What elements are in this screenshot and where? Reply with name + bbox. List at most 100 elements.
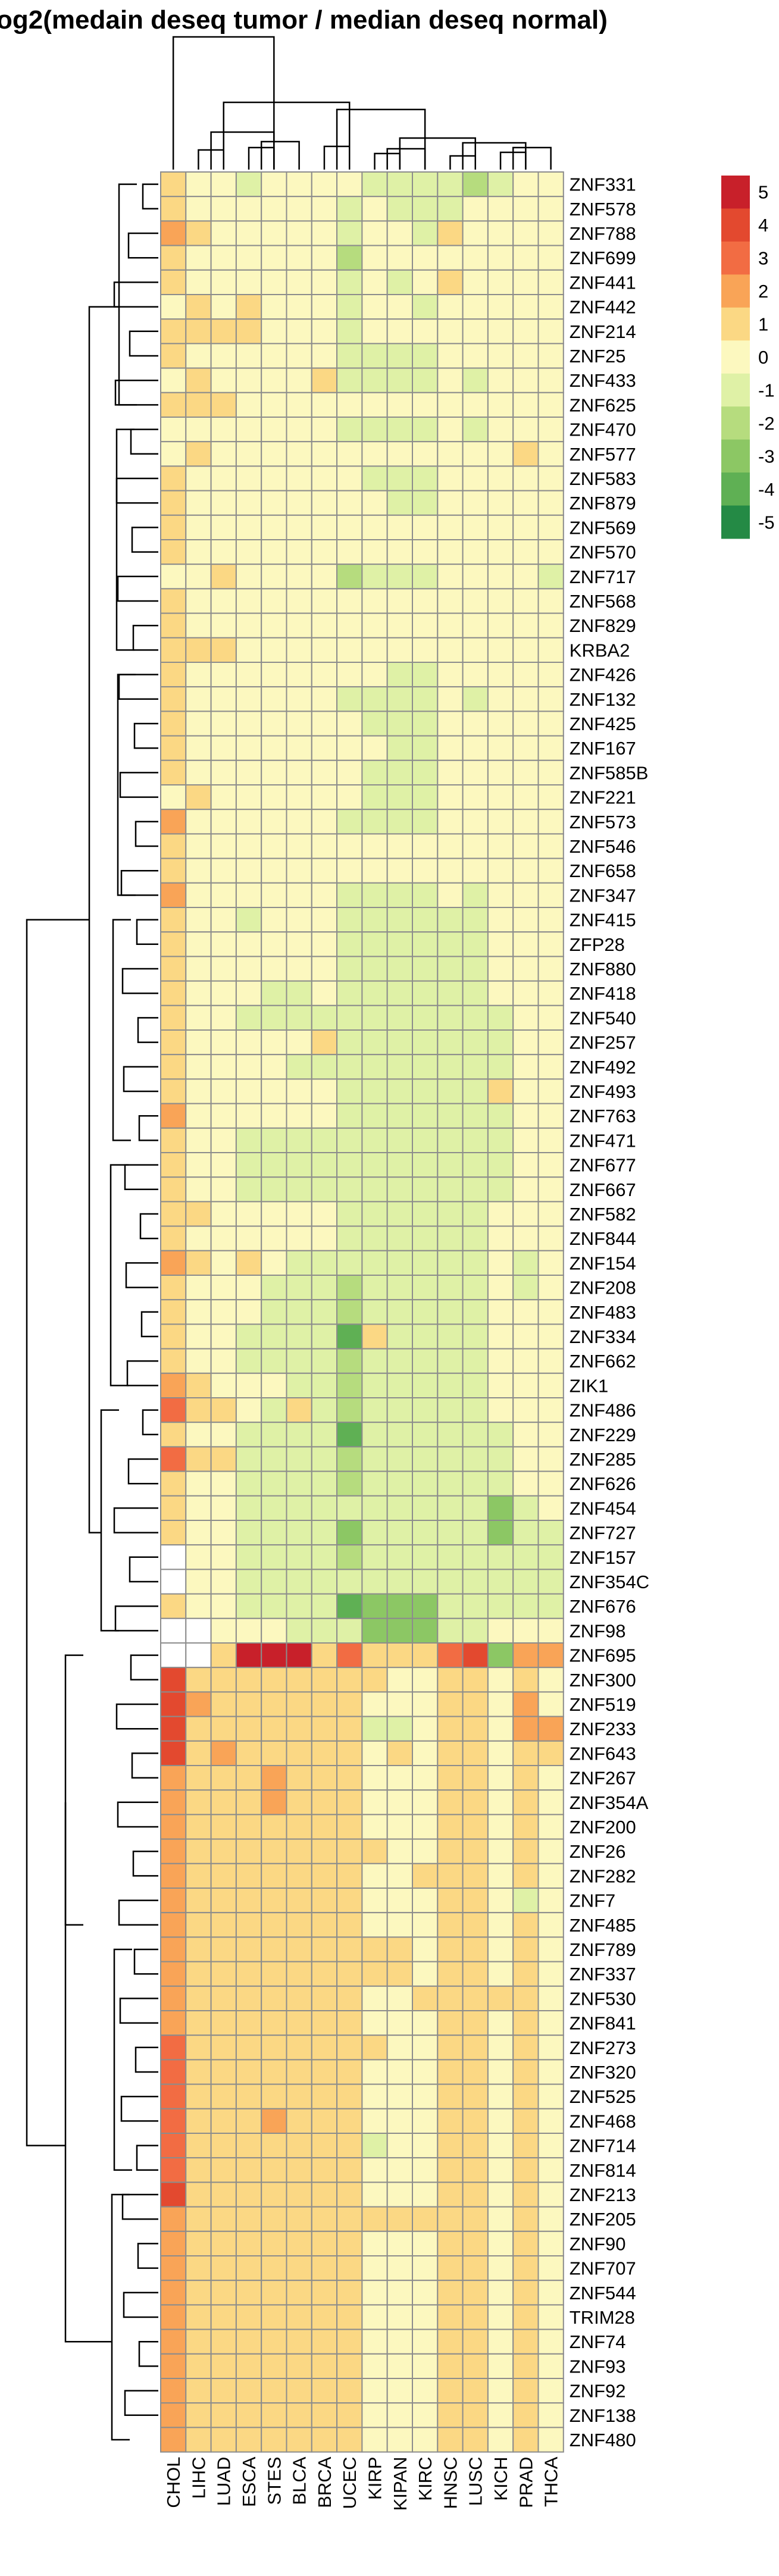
heatmap-cell bbox=[487, 662, 514, 688]
heatmap-cell bbox=[185, 490, 212, 516]
heatmap-cell bbox=[160, 318, 187, 345]
heatmap-cell bbox=[286, 2427, 312, 2453]
heatmap-cell bbox=[261, 2402, 287, 2428]
heatmap-cell bbox=[386, 2280, 414, 2306]
heatmap-cell bbox=[286, 2133, 312, 2159]
heatmap-cell bbox=[185, 637, 212, 663]
heatmap-cell bbox=[412, 318, 439, 345]
row-label: ZNF814 bbox=[570, 2160, 636, 2181]
heatmap-cell bbox=[512, 1593, 539, 1619]
dendrogram-branch bbox=[124, 1164, 158, 1191]
heatmap-cell bbox=[512, 1201, 539, 1227]
heatmap-cell bbox=[412, 2328, 439, 2355]
heatmap-cell bbox=[537, 2181, 564, 2208]
heatmap-cell bbox=[437, 2059, 464, 2085]
heatmap-cell bbox=[512, 1544, 539, 1570]
heatmap-cell bbox=[487, 980, 514, 1006]
heatmap-cell bbox=[487, 490, 514, 516]
heatmap-cell bbox=[336, 1078, 363, 1104]
heatmap-cell bbox=[160, 2010, 187, 2036]
heatmap-cell bbox=[336, 514, 363, 540]
heatmap-cell bbox=[437, 318, 464, 345]
heatmap-cell bbox=[185, 809, 212, 835]
heatmap-cell bbox=[537, 1888, 564, 1914]
heatmap-cell bbox=[537, 1961, 564, 1987]
heatmap-cell bbox=[311, 2206, 338, 2232]
heatmap-cell bbox=[386, 1912, 414, 1938]
heatmap-cell bbox=[537, 735, 564, 761]
heatmap-cell bbox=[386, 2157, 414, 2183]
heatmap-cell bbox=[286, 1225, 312, 1251]
heatmap-cell bbox=[437, 1985, 464, 2012]
heatmap-cell bbox=[311, 1888, 338, 1914]
heatmap-cell bbox=[286, 784, 312, 810]
heatmap-cell bbox=[210, 1544, 237, 1570]
heatmap-cell bbox=[286, 417, 312, 443]
heatmap-cell bbox=[261, 980, 287, 1006]
heatmap-cell bbox=[235, 1275, 262, 1301]
heatmap-cell bbox=[537, 367, 564, 393]
heatmap-cell bbox=[512, 294, 539, 320]
heatmap-cell bbox=[386, 1127, 414, 1154]
heatmap-cell bbox=[361, 588, 388, 614]
heatmap-cell bbox=[412, 1985, 439, 2012]
heatmap-cell bbox=[286, 833, 312, 859]
heatmap-cell bbox=[361, 1961, 388, 1987]
heatmap-cell bbox=[412, 343, 439, 369]
heatmap-cell bbox=[512, 514, 539, 540]
heatmap-cell bbox=[235, 539, 262, 565]
heatmap-cell bbox=[286, 980, 312, 1006]
heatmap-cell bbox=[512, 196, 539, 222]
heatmap-cell bbox=[336, 1054, 363, 1080]
heatmap-cell bbox=[210, 417, 237, 443]
heatmap-cell bbox=[311, 1667, 338, 1693]
heatmap-cell bbox=[361, 931, 388, 957]
heatmap-cell bbox=[537, 2206, 564, 2232]
heatmap-cell bbox=[210, 1936, 237, 1962]
heatmap-cell bbox=[412, 1470, 439, 1497]
row-label: ZNF470 bbox=[570, 420, 636, 440]
heatmap-cell bbox=[537, 1740, 564, 1767]
heatmap-cell bbox=[286, 2083, 312, 2109]
heatmap-cell bbox=[462, 784, 489, 810]
dendrogram-branch bbox=[131, 1752, 158, 1779]
heatmap-cell bbox=[160, 1863, 187, 1889]
heatmap-cell bbox=[311, 465, 338, 492]
heatmap-cell bbox=[512, 1054, 539, 1080]
heatmap-cell bbox=[361, 637, 388, 663]
row-label: ZNF626 bbox=[570, 1473, 636, 1494]
heatmap-cell bbox=[361, 1814, 388, 1840]
heatmap-cell bbox=[311, 637, 338, 663]
heatmap-cell bbox=[412, 1569, 439, 1595]
heatmap-cell bbox=[462, 1004, 489, 1031]
heatmap-cell bbox=[185, 1470, 212, 1497]
heatmap-cell bbox=[537, 490, 564, 516]
heatmap-cell bbox=[512, 1961, 539, 1987]
heatmap-cell bbox=[261, 1888, 287, 1914]
heatmap-cell bbox=[462, 2034, 489, 2061]
heatmap-cell bbox=[311, 1225, 338, 1251]
heatmap-cell bbox=[386, 1176, 414, 1203]
heatmap-cell bbox=[512, 1716, 539, 1742]
heatmap-cell bbox=[361, 269, 388, 295]
row-label: TRIM28 bbox=[570, 2307, 635, 2328]
heatmap-cell bbox=[361, 1765, 388, 1791]
heatmap-cell bbox=[487, 2108, 514, 2134]
heatmap-cell bbox=[261, 956, 287, 982]
heatmap-cell bbox=[512, 1985, 539, 2012]
heatmap-cell bbox=[311, 1765, 338, 1791]
heatmap-cell bbox=[160, 1127, 187, 1154]
heatmap-cell bbox=[437, 931, 464, 957]
heatmap-cell bbox=[160, 1667, 187, 1693]
heatmap-cell bbox=[286, 1201, 312, 1227]
heatmap-cell bbox=[537, 2304, 564, 2330]
heatmap-cell bbox=[437, 735, 464, 761]
heatmap-cell bbox=[160, 269, 187, 295]
heatmap-cell bbox=[537, 1667, 564, 1693]
heatmap-cell bbox=[437, 710, 464, 737]
heatmap-cell bbox=[462, 2108, 489, 2134]
heatmap-cell bbox=[462, 882, 489, 909]
heatmap-cell bbox=[185, 2133, 212, 2159]
heatmap-cell bbox=[386, 833, 414, 859]
heatmap-cell bbox=[336, 612, 363, 638]
